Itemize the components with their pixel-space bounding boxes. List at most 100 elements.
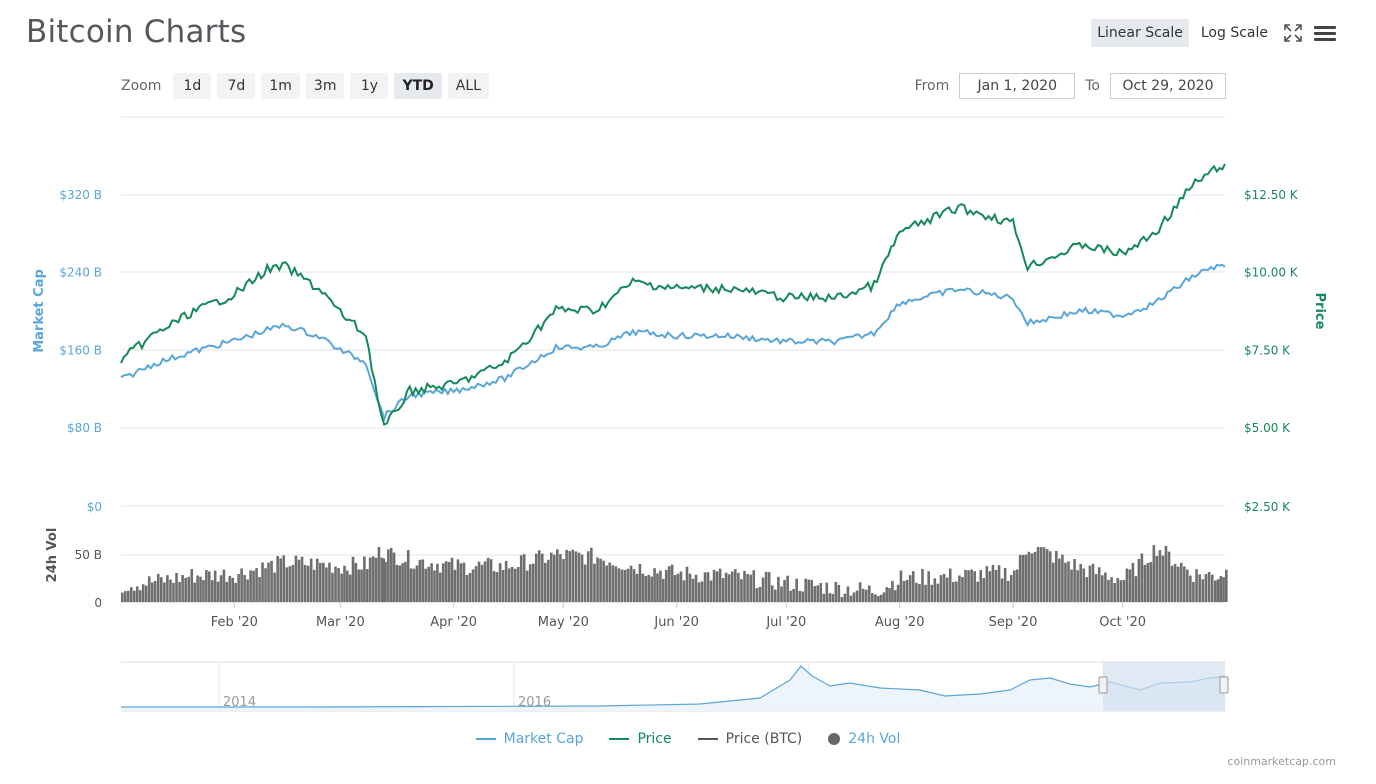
volume-bar — [899, 570, 903, 602]
volume-bar — [138, 590, 142, 602]
volume-bar — [571, 549, 575, 602]
zoom-1m-button[interactable]: 1m — [261, 73, 300, 99]
volume-bar — [258, 577, 261, 602]
volume-bar — [553, 554, 556, 602]
volume-bar — [930, 584, 934, 602]
volume-bar — [1131, 562, 1135, 602]
volume-bar — [246, 579, 249, 602]
volume-bar — [942, 573, 946, 602]
volume-bar — [611, 565, 615, 602]
volume-bar — [1012, 570, 1016, 602]
volume-bar — [360, 569, 363, 602]
volume-bar — [348, 574, 352, 602]
volume-bar — [351, 556, 355, 602]
legend-volume[interactable]: 24h Vol — [828, 731, 900, 747]
zoom-all-button[interactable]: ALL — [447, 73, 489, 99]
volume-bar — [991, 564, 995, 602]
from-date-input[interactable] — [959, 73, 1076, 99]
volume-bar — [1073, 559, 1076, 602]
zoom-3m-button[interactable]: 3m — [305, 73, 345, 99]
volume-bar — [885, 587, 889, 602]
volume-bar — [401, 563, 404, 602]
zoom-1y-button[interactable]: 1y — [350, 73, 389, 99]
volume-bar — [936, 583, 940, 602]
volume-bar — [346, 570, 349, 602]
volume-bar — [1021, 554, 1025, 602]
volume-bar — [580, 554, 584, 602]
x-axis-tick-label: Aug '20 — [875, 615, 925, 630]
zoom-1d-button[interactable]: 1d — [173, 73, 212, 99]
zoom-ytd-button[interactable]: YTD — [394, 73, 442, 99]
volume-bar — [1036, 546, 1040, 602]
volume-bar — [199, 576, 202, 602]
left-axis-tick-label: $160 B — [59, 343, 102, 357]
legend-market-cap[interactable]: Market Cap — [475, 731, 584, 747]
volume-bar — [159, 577, 163, 602]
volume-bar — [755, 588, 759, 602]
volume-bar — [196, 575, 199, 602]
volume-bar — [252, 570, 255, 602]
to-date-input[interactable] — [1110, 73, 1226, 99]
volume-bar — [319, 562, 322, 602]
volume-bar — [795, 578, 798, 602]
volume-bar — [264, 568, 267, 602]
volume-bar — [1003, 567, 1007, 602]
volume-bar — [888, 588, 891, 602]
zoom-7d-button[interactable]: 7d — [217, 73, 256, 99]
volume-bar — [1064, 562, 1067, 602]
volume-bar — [546, 559, 550, 602]
volume-bar — [430, 563, 433, 602]
volume-bar — [468, 572, 472, 602]
volume-bar — [831, 593, 835, 602]
volume-bar — [807, 579, 810, 602]
volume-bar — [861, 588, 865, 602]
volume-bar — [1201, 579, 1205, 602]
volume-bar — [178, 581, 181, 602]
volume-bar — [331, 572, 334, 602]
volume-bar — [746, 573, 749, 602]
volume-bar — [444, 561, 448, 602]
legend-price[interactable]: Price — [609, 731, 672, 747]
credit-text: coinmarketcap.com — [1227, 755, 1336, 768]
volume-bar — [404, 561, 407, 602]
volume-bar — [644, 576, 648, 602]
volume-bar — [1125, 568, 1129, 602]
volume-bar — [325, 567, 328, 602]
volume-bar — [864, 589, 868, 602]
volume-bar — [1195, 569, 1198, 602]
volume-bar — [389, 547, 393, 602]
volume-bar — [1113, 582, 1116, 602]
volume-bar — [730, 571, 734, 602]
volume-bar — [412, 568, 416, 602]
menu-icon[interactable] — [1312, 20, 1338, 46]
volume-bar — [1140, 553, 1144, 602]
volume-bar — [982, 578, 986, 602]
volume-bar — [549, 552, 553, 602]
legend-price-btc[interactable]: Price (BTC) — [697, 731, 802, 747]
volume-bar — [525, 570, 529, 602]
volume-bar — [837, 584, 841, 602]
fullscreen-icon[interactable] — [1280, 20, 1306, 46]
volume-bar — [958, 575, 961, 602]
volume-bar — [1107, 579, 1110, 602]
volume-bar — [231, 577, 234, 602]
volume-bar — [852, 592, 856, 602]
volume-bar — [638, 563, 642, 602]
volume-bar — [700, 581, 704, 602]
zoom-controls: Zoom 1d 7d 1m 3m 1y YTD ALL — [121, 73, 489, 99]
volume-bar — [664, 569, 668, 602]
volume-bar — [1182, 566, 1186, 602]
volume-bar — [721, 578, 725, 602]
volume-bar — [156, 573, 160, 602]
volume-bar — [1091, 563, 1095, 602]
volume-bar — [667, 566, 671, 602]
volume-bar — [679, 571, 683, 602]
volume-bar — [948, 568, 952, 602]
log-scale-button[interactable]: Log Scale — [1200, 25, 1268, 41]
volume-bar — [237, 574, 240, 602]
legend-market-cap-label: Market Cap — [503, 731, 584, 747]
volume-bar — [967, 570, 970, 602]
linear-scale-button[interactable]: Linear Scale — [1091, 19, 1189, 47]
volume-bar — [135, 586, 139, 602]
